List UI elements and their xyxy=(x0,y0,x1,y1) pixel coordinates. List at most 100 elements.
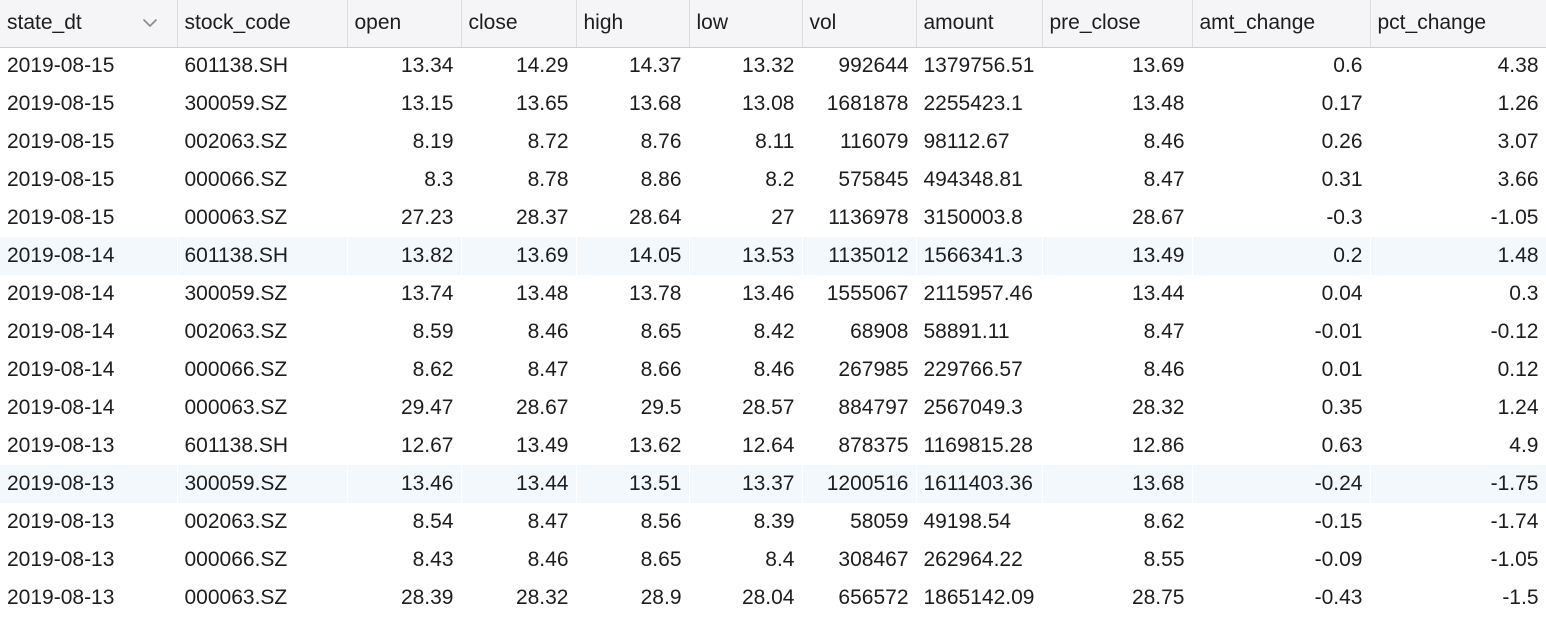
cell-low[interactable]: 8.11 xyxy=(755,130,795,153)
cell-state_dt[interactable]: 2019-08-14 xyxy=(7,358,115,381)
cell-stock_code[interactable]: 300059.SZ xyxy=(184,282,288,305)
cell-pre_close[interactable]: 13.68 xyxy=(1042,465,1192,503)
cell-open[interactable]: 28.39 xyxy=(400,586,454,609)
cell-state_dt[interactable]: 2019-08-13 xyxy=(7,548,115,571)
cell-amt_change[interactable]: -0.24 xyxy=(1192,465,1370,503)
cell-amount[interactable]: 49198.54 xyxy=(923,510,1012,533)
cell-pre_close[interactable]: 8.46 xyxy=(1143,358,1185,381)
cell-amount[interactable]: 1379756.51 xyxy=(923,54,1035,78)
table-row[interactable]: 2019-08-13 300059.SZ 13.46 13.44 13.51 13.37 1… xyxy=(0,465,1546,503)
table-row[interactable]: 2019-08-15 000066.SZ 8.3 8.78 8.86 8.2 575845 4… xyxy=(0,161,1546,199)
cell-state_dt[interactable]: 2019-08-13 xyxy=(7,510,115,533)
cell-amt_change[interactable]: 0.04 xyxy=(1321,282,1363,305)
cell-high[interactable]: 8.86 xyxy=(640,168,682,191)
cell-amt_change[interactable]: 0.17 xyxy=(1321,92,1363,115)
cell-close[interactable]: 8.47 xyxy=(527,358,569,381)
column-header-high[interactable]: high xyxy=(576,0,690,48)
cell-open[interactable]: 8.43 xyxy=(412,548,454,571)
cell-high[interactable]: 13.51 xyxy=(576,465,689,503)
cell-pre_close[interactable]: 13.44 xyxy=(1131,282,1185,305)
table-row[interactable]: 2019-08-14 300059.SZ 13.74 13.48 13.78 13.46 1… xyxy=(0,275,1546,313)
cell-open[interactable]: 8.59 xyxy=(412,320,454,343)
cell-close[interactable]: 13.49 xyxy=(515,434,569,457)
cell-amount[interactable]: 2255423.1 xyxy=(923,92,1023,115)
cell-state_dt[interactable]: 2019-08-15 xyxy=(7,54,115,78)
cell-close[interactable]: 14.29 xyxy=(515,54,569,78)
table-row[interactable]: 2019-08-15 002063.SZ 8.19 8.72 8.76 8.11 11607… xyxy=(0,123,1546,161)
table-row[interactable]: 2019-08-14 601138.SH 13.82 13.69 14.05 13.53 1… xyxy=(0,237,1546,275)
cell-pct_change[interactable]: -1.74 xyxy=(1490,510,1539,533)
cell-close[interactable]: 28.67 xyxy=(515,396,569,419)
cell-stock_code[interactable]: 000063.SZ xyxy=(184,206,288,229)
cell-amount[interactable]: 1169815.28 xyxy=(923,434,1033,457)
cell-pct_change[interactable]: 4.9 xyxy=(1509,434,1539,457)
column-header-close[interactable]: close xyxy=(461,0,577,48)
cell-stock_code[interactable]: 000063.SZ xyxy=(184,586,288,609)
cell-pct_change[interactable]: 0.12 xyxy=(1497,358,1539,381)
cell-vol[interactable]: 1555067 xyxy=(826,282,909,305)
cell-amt_change[interactable]: 0.01 xyxy=(1321,358,1363,381)
cell-stock_code[interactable]: 000066.SZ xyxy=(184,168,288,191)
cell-high[interactable]: 14.05 xyxy=(576,237,689,275)
cell-amount[interactable]: 229766.57 xyxy=(923,358,1023,381)
cell-stock_code[interactable]: 002063.SZ xyxy=(184,510,288,533)
cell-vol[interactable]: 116079 xyxy=(839,130,909,153)
cell-high[interactable]: 29.5 xyxy=(640,396,682,419)
cell-amt_change[interactable]: 0.31 xyxy=(1321,168,1363,191)
cell-open[interactable]: 27.23 xyxy=(400,206,454,229)
cell-open[interactable]: 8.19 xyxy=(412,130,454,153)
cell-close[interactable]: 13.65 xyxy=(515,92,569,115)
cell-state_dt[interactable]: 2019-08-14 xyxy=(7,396,115,419)
cell-pre_close[interactable]: 28.67 xyxy=(1131,206,1185,229)
cell-pct_change[interactable]: -0.12 xyxy=(1490,320,1539,343)
cell-stock_code[interactable]: 300059.SZ xyxy=(177,465,347,503)
cell-vol[interactable]: 656572 xyxy=(838,586,909,609)
cell-low[interactable]: 27 xyxy=(771,206,795,229)
cell-pre_close[interactable]: 12.86 xyxy=(1131,434,1185,457)
cell-state_dt[interactable]: 2019-08-14 xyxy=(0,237,177,275)
cell-vol[interactable]: 884797 xyxy=(838,396,909,419)
cell-low[interactable]: 12.64 xyxy=(741,434,795,457)
cell-close[interactable]: 28.37 xyxy=(515,206,569,229)
cell-stock_code[interactable]: 000063.SZ xyxy=(184,396,288,419)
cell-amount[interactable]: 1611403.36 xyxy=(916,465,1042,503)
column-header-amount[interactable]: amount xyxy=(916,0,1043,48)
cell-stock_code[interactable]: 002063.SZ xyxy=(184,320,288,343)
cell-high[interactable]: 28.9 xyxy=(640,586,682,609)
cell-pre_close[interactable]: 28.32 xyxy=(1131,396,1185,419)
table-row[interactable]: 2019-08-13 002063.SZ 8.54 8.47 8.56 8.39 58059… xyxy=(0,503,1546,541)
cell-pct_change[interactable]: 3.07 xyxy=(1497,130,1539,153)
cell-stock_code[interactable]: 000066.SZ xyxy=(184,548,288,571)
cell-amt_change[interactable]: -0.43 xyxy=(1314,586,1363,609)
cell-pre_close[interactable]: 13.69 xyxy=(1131,54,1185,78)
cell-high[interactable]: 13.78 xyxy=(628,282,682,305)
cell-pct_change[interactable]: 4.38 xyxy=(1497,54,1539,78)
cell-pre_close[interactable]: 28.75 xyxy=(1131,586,1185,609)
cell-open[interactable]: 13.34 xyxy=(400,54,454,78)
cell-state_dt[interactable]: 2019-08-15 xyxy=(7,130,115,153)
cell-pre_close[interactable]: 8.62 xyxy=(1143,510,1185,533)
cell-close[interactable]: 8.47 xyxy=(527,510,569,533)
cell-amt_change[interactable]: 0.2 xyxy=(1192,237,1370,275)
cell-low[interactable]: 13.53 xyxy=(689,237,802,275)
cell-close[interactable]: 8.46 xyxy=(527,548,569,571)
cell-low[interactable]: 28.04 xyxy=(741,586,795,609)
cell-amount[interactable]: 58891.11 xyxy=(923,320,1010,343)
cell-vol[interactable]: 1136978 xyxy=(828,206,909,229)
cell-pct_change[interactable]: 0.3 xyxy=(1509,282,1539,305)
table-row[interactable]: 2019-08-13 000063.SZ 28.39 28.32 28.9 28.04 65… xyxy=(0,579,1546,617)
cell-amount[interactable]: 3150003.8 xyxy=(923,206,1023,229)
cell-state_dt[interactable]: 2019-08-15 xyxy=(7,92,115,115)
cell-low[interactable]: 8.46 xyxy=(753,358,795,381)
cell-high[interactable]: 8.76 xyxy=(640,130,682,153)
cell-amt_change[interactable]: -0.01 xyxy=(1314,320,1363,343)
cell-vol[interactable]: 1200516 xyxy=(802,465,916,503)
cell-amt_change[interactable]: -0.3 xyxy=(1326,206,1363,229)
column-header-low[interactable]: low xyxy=(689,0,803,48)
column-header-vol[interactable]: vol xyxy=(802,0,917,48)
cell-close[interactable]: 8.72 xyxy=(527,130,569,153)
cell-amt_change[interactable]: 0.26 xyxy=(1321,130,1363,153)
cell-vol[interactable]: 58059 xyxy=(850,510,909,533)
cell-low[interactable]: 8.2 xyxy=(765,168,795,191)
cell-stock_code[interactable]: 601138.SH xyxy=(184,54,289,78)
